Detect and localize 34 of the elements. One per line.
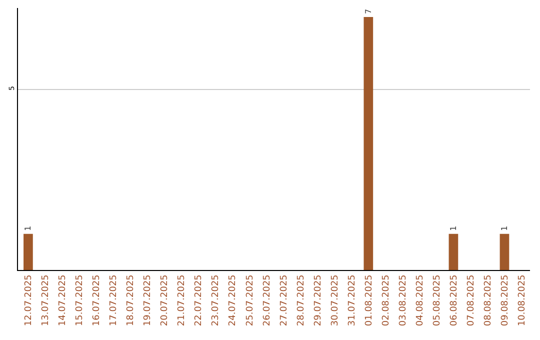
data-label: 1 bbox=[24, 226, 33, 231]
x-tick-label: 20.07.2025 bbox=[160, 274, 170, 326]
x-tick-label: 10.08.2025 bbox=[517, 274, 528, 326]
x-tick-label: 24.07.2025 bbox=[228, 274, 238, 326]
x-tick-label: 07.08.2025 bbox=[466, 274, 476, 326]
x-tick-label: 22.07.2025 bbox=[194, 274, 204, 326]
x-tick-label: 28.07.2025 bbox=[296, 274, 306, 326]
x-tick-label: 16.07.2025 bbox=[92, 274, 102, 326]
x-tick-label: 15.07.2025 bbox=[75, 274, 86, 326]
x-tick-label: 25.07.2025 bbox=[245, 274, 256, 326]
data-label: 7 bbox=[364, 8, 373, 14]
x-tick-label: 06.08.2025 bbox=[449, 274, 460, 326]
x-tick-label: 01.08.2025 bbox=[364, 274, 374, 326]
x-tick-label: 08.08.2025 bbox=[483, 274, 494, 326]
x-tick-label: 31.07.2025 bbox=[347, 274, 358, 326]
x-tick-label: 19.07.2025 bbox=[143, 274, 154, 326]
data-label: 1 bbox=[448, 226, 458, 231]
x-tick-label: 30.07.2025 bbox=[330, 274, 340, 326]
x-tick-label: 18.07.2025 bbox=[126, 274, 136, 326]
x-tick-label: 02.08.2025 bbox=[381, 274, 392, 326]
x-tick-label: 03.08.2025 bbox=[398, 274, 408, 326]
x-tick-label: 09.08.2025 bbox=[500, 274, 510, 326]
x-tick-label: 26.07.2025 bbox=[262, 274, 272, 326]
x-tick-label: 14.07.2025 bbox=[58, 274, 68, 326]
x-tick-label: 05.08.2025 bbox=[432, 274, 442, 326]
x-tick-label: 04.08.2025 bbox=[415, 274, 426, 326]
x-tick-label: 27.07.2025 bbox=[279, 274, 290, 326]
x-tick-label: 12.07.2025 bbox=[24, 274, 34, 326]
x-tick-label: 13.07.2025 bbox=[41, 274, 52, 326]
x-tick-label: 21.07.2025 bbox=[177, 274, 188, 326]
x-tick-label: 17.07.2025 bbox=[109, 274, 120, 326]
x-tick-label: 23.07.2025 bbox=[211, 274, 222, 326]
data-label: 1 bbox=[500, 226, 509, 231]
x-tick-label: 29.07.2025 bbox=[313, 274, 324, 326]
